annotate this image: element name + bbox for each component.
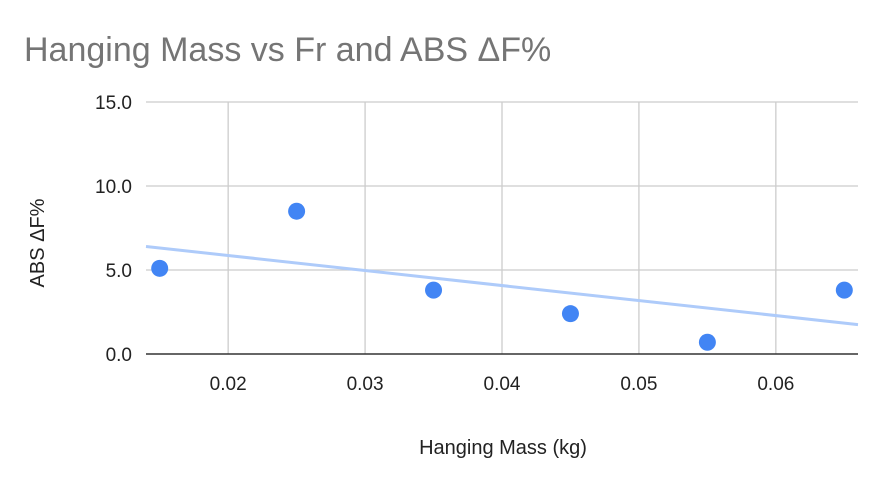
x-tick-label: 0.02	[210, 374, 247, 395]
y-axis-ticks: 0.0 5.0 10.0 15.0	[95, 93, 132, 366]
y-tick-label: 10.0	[95, 177, 132, 198]
data-point	[151, 259, 169, 277]
y-tick-label: 5.0	[106, 261, 132, 282]
x-axis-title: Hanging Mass (kg)	[419, 437, 587, 459]
trendline	[145, 244, 859, 327]
x-tick-label: 0.03	[347, 374, 384, 395]
y-tick-label: 15.0	[95, 93, 132, 114]
x-tick-label: 0.05	[620, 374, 657, 395]
grid-lines	[146, 101, 858, 354]
data-point	[698, 333, 716, 351]
trendline-group	[145, 244, 859, 327]
x-axis-ticks: 0.02 0.03 0.04 0.05 0.06	[210, 374, 795, 395]
data-point	[561, 305, 579, 323]
data-points	[151, 202, 853, 351]
y-axis-title: ABS ΔF%	[27, 198, 49, 287]
x-tick-label: 0.04	[484, 374, 521, 395]
data-point	[288, 202, 306, 220]
data-point	[835, 281, 853, 299]
data-point	[425, 281, 443, 299]
chart-title: Hanging Mass vs Fr and ABS ΔF%	[24, 31, 551, 69]
x-tick-label: 0.06	[757, 374, 794, 395]
y-tick-label: 0.0	[106, 345, 132, 366]
